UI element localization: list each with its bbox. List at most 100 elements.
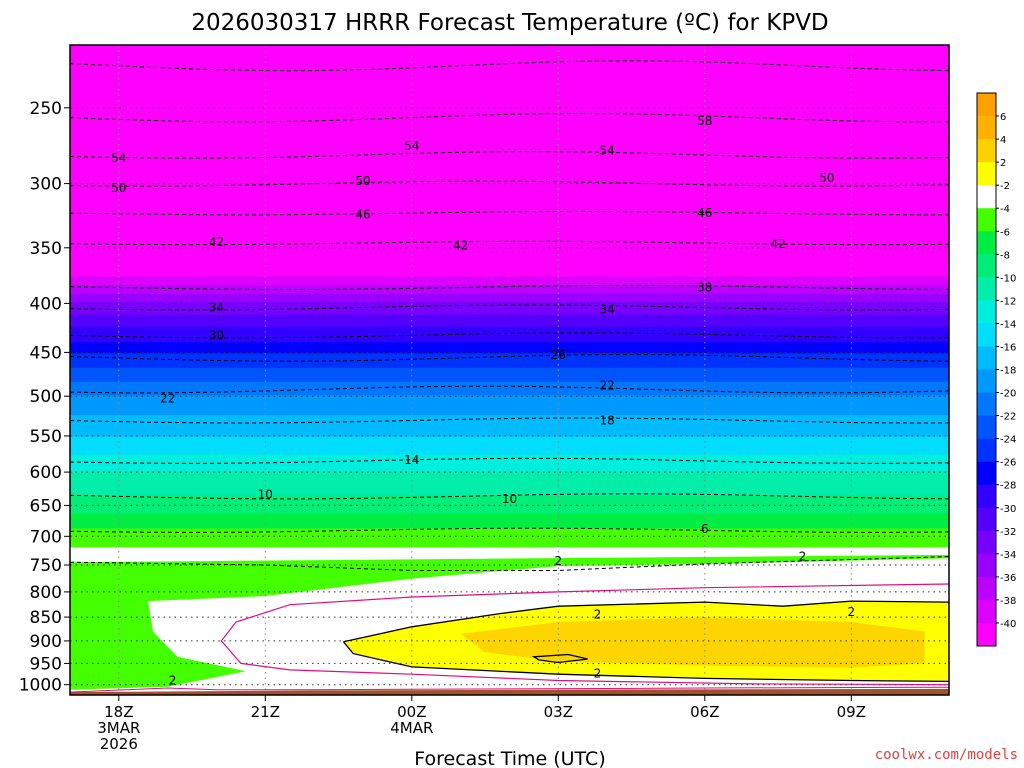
colorbar-label: -30: [1000, 504, 1016, 515]
temperature-band: [70, 493, 949, 497]
contour-label: 18: [600, 414, 615, 428]
colorbar-swatch: [977, 484, 996, 509]
temperature-band: [70, 306, 949, 312]
contour-label: 2: [554, 554, 562, 568]
temperature-band: [70, 165, 949, 172]
temperature-band: [70, 436, 949, 441]
colorbar-swatch: [977, 622, 996, 647]
contour-label: 10: [502, 492, 517, 506]
contour-label: 42: [770, 237, 785, 251]
temperature-band: [70, 371, 949, 376]
temperature-band: [70, 477, 949, 481]
temperature-band: [70, 381, 949, 387]
colorbar-swatch: [977, 530, 996, 555]
temperature-band: [70, 204, 949, 211]
colorbar-swatch: [977, 162, 996, 186]
temperature-band: [70, 533, 949, 537]
temperature-band: [70, 314, 949, 320]
colorbar-label: -12: [1000, 296, 1016, 307]
temperature-band: [70, 385, 949, 390]
y-tick-label: 700: [30, 527, 62, 547]
x-tick-label: 03Z: [544, 703, 573, 721]
temperature-band: [70, 258, 949, 264]
contour-label: 2: [169, 674, 177, 688]
temperature-band: [70, 67, 949, 76]
contour-loop-4: [531, 653, 588, 664]
contour-label: 34: [600, 303, 615, 317]
colorbar-label: 4: [1000, 135, 1006, 146]
contour-label: 10: [258, 487, 273, 501]
temperature-band: [70, 411, 949, 416]
zero-degree-line: [220, 583, 949, 686]
temperature-band: [70, 60, 949, 69]
temperature-band: [70, 367, 949, 373]
temperature-band: [70, 408, 949, 413]
y-tick-label: 900: [30, 632, 62, 652]
temperature-band: [70, 378, 949, 383]
temperature-band: [70, 229, 949, 236]
colorbar-label: -2: [1000, 181, 1010, 192]
contour-line-2-lower: [342, 641, 949, 683]
temperature-band: [70, 518, 949, 522]
contour-label: 42: [453, 238, 468, 252]
temperature-band: [70, 334, 949, 339]
temperature-band: [70, 474, 949, 478]
colorbar-swatch: [977, 254, 996, 278]
temperature-band: [70, 482, 949, 486]
temperature-band: [70, 490, 949, 494]
temperature-band: [70, 293, 949, 299]
temperature-band: [70, 471, 949, 475]
temperature-band: [70, 402, 949, 407]
temperature-band: [70, 116, 949, 124]
temperature-band: [70, 535, 949, 539]
grid: [70, 45, 949, 695]
y-tick-label: 600: [30, 463, 62, 483]
y-tick-label: 400: [30, 294, 62, 314]
temperature-band: [70, 326, 949, 332]
contour-label: 14: [404, 453, 419, 467]
temperature-band: [70, 298, 949, 304]
colorbar-swatch: [977, 369, 996, 393]
temperature-band: [70, 521, 949, 525]
temperature-band: [70, 460, 949, 464]
colorbar-label: 6: [1000, 112, 1006, 123]
temperature-band: [70, 528, 949, 532]
temperature-band: [70, 549, 949, 553]
colorbar-swatch: [977, 415, 996, 440]
colorbar-swatch: [977, 346, 996, 370]
temperature-band: [70, 364, 949, 369]
contour-label: 2: [594, 608, 602, 622]
temperature-band: [70, 433, 949, 438]
colorbar-label: -20: [1000, 389, 1016, 400]
temperature-band: [70, 349, 949, 355]
colorbar-label: -38: [1000, 596, 1016, 607]
temperature-band: [70, 445, 949, 450]
colorbar-swatch: [977, 139, 996, 163]
temperature-band: [70, 214, 949, 221]
colorbar-label: 2: [1000, 158, 1006, 169]
colorbar-label: -24: [1000, 435, 1016, 446]
temperature-band: [70, 498, 949, 502]
temperature-band: [70, 398, 949, 403]
y-tick-label: 800: [30, 583, 62, 603]
temperature-band: [70, 427, 949, 432]
temperature-band: [70, 360, 949, 365]
contour-label: 58: [697, 114, 712, 128]
temperature-band: [70, 395, 949, 400]
colorbar-swatch: [977, 507, 996, 532]
temperature-band: [70, 224, 949, 231]
x-tick-label: 21Z: [251, 703, 280, 721]
contour-label: 54: [404, 139, 419, 153]
x-tick-sublabel: 2026: [100, 735, 138, 753]
plot-area: [70, 45, 949, 695]
temperature-band: [70, 318, 949, 324]
colorbar-swatch: [977, 300, 996, 324]
contour-label: 46: [697, 206, 712, 220]
contour-label: 22: [160, 392, 175, 406]
temperature-band: [70, 530, 949, 535]
colorbar-swatch: [977, 599, 996, 624]
temperature-band: [70, 45, 949, 54]
colorbar-label: -40: [1000, 619, 1016, 630]
